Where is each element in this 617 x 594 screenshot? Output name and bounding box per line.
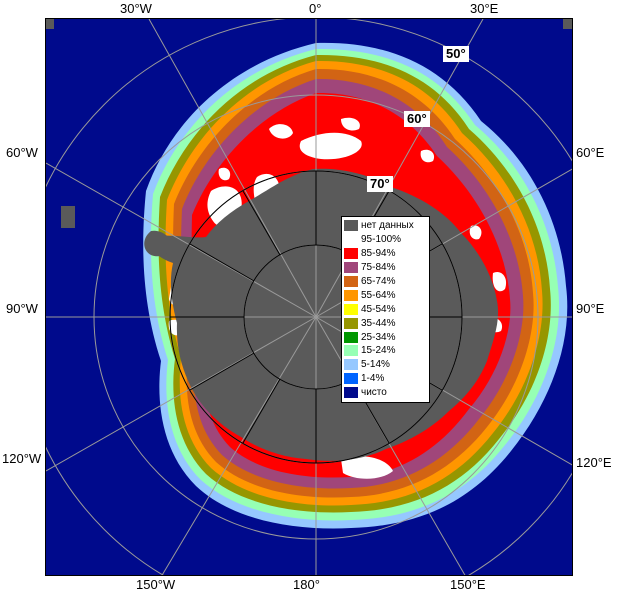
legend-item: 75-84% bbox=[344, 261, 427, 275]
legend-swatch bbox=[344, 303, 358, 315]
legend-label: 55-64% bbox=[361, 289, 396, 301]
land-patch bbox=[46, 19, 54, 29]
legend-label: 85-94% bbox=[361, 248, 396, 260]
legend-item: 85-94% bbox=[344, 247, 427, 261]
legend-item: 15-24% bbox=[344, 344, 427, 358]
label-150e: 150°E bbox=[450, 577, 486, 592]
legend-swatch bbox=[344, 345, 358, 357]
legend-item: 95-100% bbox=[344, 233, 427, 247]
legend-label: 45-54% bbox=[361, 303, 396, 315]
concentration-legend: нет данных 95-100% 85-94% 75-84% 65-74% 55-64… bbox=[341, 216, 430, 403]
legend-item: 25-34% bbox=[344, 330, 427, 344]
antarctic-peninsula bbox=[144, 230, 173, 257]
label-120e: 120°E bbox=[576, 455, 612, 470]
legend-label: нет данных bbox=[361, 220, 414, 232]
legend-item: 1-4% bbox=[344, 372, 427, 386]
legend-swatch bbox=[344, 262, 358, 274]
legend-label: 95-100% bbox=[361, 234, 402, 246]
legend-swatch bbox=[344, 234, 358, 246]
label-90w: 90°W bbox=[6, 301, 38, 316]
legend-label: 5-14% bbox=[361, 359, 390, 371]
legend-label: чисто bbox=[361, 387, 387, 399]
label-30w: 30°W bbox=[120, 1, 152, 16]
legend-item: 45-54% bbox=[344, 302, 427, 316]
label-lat-50: 50° bbox=[443, 46, 469, 62]
map-canvas bbox=[46, 19, 572, 575]
legend-swatch bbox=[344, 387, 358, 399]
label-lat-70: 70° bbox=[367, 176, 393, 192]
legend-swatch bbox=[344, 289, 358, 301]
label-0: 0° bbox=[309, 1, 322, 16]
label-30e: 30°E bbox=[470, 1, 499, 16]
legend-swatch bbox=[344, 248, 358, 260]
legend-item: 5-14% bbox=[344, 358, 427, 372]
legend-swatch bbox=[344, 220, 358, 232]
legend-item: 55-64% bbox=[344, 288, 427, 302]
legend-label: 65-74% bbox=[361, 276, 396, 287]
label-180: 180° bbox=[293, 577, 320, 592]
legend-label: 75-84% bbox=[361, 262, 396, 274]
legend-swatch bbox=[344, 276, 358, 287]
legend-item: чисто bbox=[344, 386, 427, 400]
legend-swatch bbox=[344, 373, 358, 385]
legend-label: 1-4% bbox=[361, 373, 385, 385]
sea-ice-map: нет данных 95-100% 85-94% 75-84% 65-74% 55-64… bbox=[45, 18, 573, 576]
land-patch bbox=[61, 206, 75, 228]
label-90e: 90°E bbox=[576, 301, 605, 316]
label-60w: 60°W bbox=[6, 145, 38, 160]
label-lat-60: 60° bbox=[404, 111, 430, 127]
legend-swatch bbox=[344, 359, 358, 371]
land-patch bbox=[563, 19, 572, 29]
legend-swatch bbox=[344, 331, 358, 343]
legend-item: нет данных bbox=[344, 219, 427, 233]
label-120w: 120°W bbox=[2, 451, 42, 466]
legend-label: 35-44% bbox=[361, 317, 396, 329]
legend-item: 35-44% bbox=[344, 316, 427, 330]
legend-label: 15-24% bbox=[361, 345, 396, 357]
legend-swatch bbox=[344, 317, 358, 329]
legend-label: 25-34% bbox=[361, 331, 396, 343]
legend-item: 65-74% bbox=[344, 275, 427, 289]
label-60e: 60°E bbox=[576, 145, 605, 160]
label-150w: 150°W bbox=[136, 577, 176, 592]
